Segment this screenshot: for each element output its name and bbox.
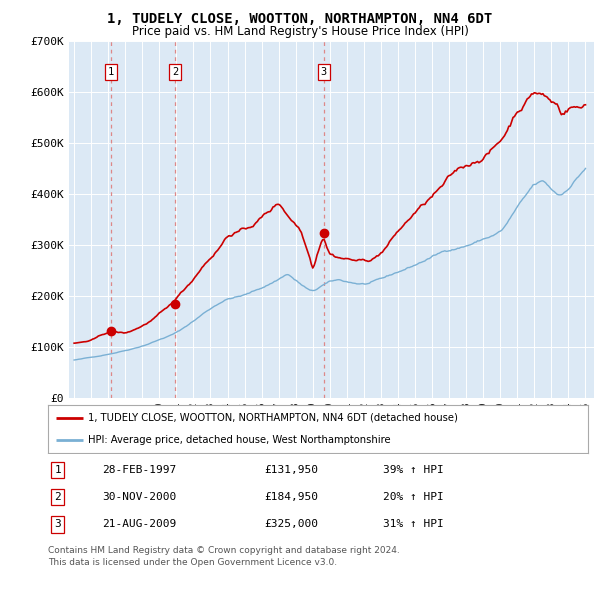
Text: 39% ↑ HPI: 39% ↑ HPI xyxy=(383,465,443,475)
Text: £184,950: £184,950 xyxy=(264,492,318,502)
Text: 3: 3 xyxy=(320,67,327,77)
Text: 31% ↑ HPI: 31% ↑ HPI xyxy=(383,519,443,529)
Text: 20% ↑ HPI: 20% ↑ HPI xyxy=(383,492,443,502)
Text: £131,950: £131,950 xyxy=(264,465,318,475)
Text: 3: 3 xyxy=(55,519,61,529)
Text: 21-AUG-2009: 21-AUG-2009 xyxy=(102,519,176,529)
Text: 2: 2 xyxy=(172,67,178,77)
Text: Price paid vs. HM Land Registry's House Price Index (HPI): Price paid vs. HM Land Registry's House … xyxy=(131,25,469,38)
Text: HPI: Average price, detached house, West Northamptonshire: HPI: Average price, detached house, West… xyxy=(89,435,391,445)
Text: This data is licensed under the Open Government Licence v3.0.: This data is licensed under the Open Gov… xyxy=(48,558,337,566)
Text: 1: 1 xyxy=(107,67,114,77)
Text: Contains HM Land Registry data © Crown copyright and database right 2024.: Contains HM Land Registry data © Crown c… xyxy=(48,546,400,555)
Text: 28-FEB-1997: 28-FEB-1997 xyxy=(102,465,176,475)
Text: 1, TUDELY CLOSE, WOOTTON, NORTHAMPTON, NN4 6DT (detached house): 1, TUDELY CLOSE, WOOTTON, NORTHAMPTON, N… xyxy=(89,413,458,423)
Text: 1: 1 xyxy=(55,465,61,475)
Text: 30-NOV-2000: 30-NOV-2000 xyxy=(102,492,176,502)
Text: £325,000: £325,000 xyxy=(264,519,318,529)
Text: 2: 2 xyxy=(55,492,61,502)
Text: 1, TUDELY CLOSE, WOOTTON, NORTHAMPTON, NN4 6DT: 1, TUDELY CLOSE, WOOTTON, NORTHAMPTON, N… xyxy=(107,12,493,26)
